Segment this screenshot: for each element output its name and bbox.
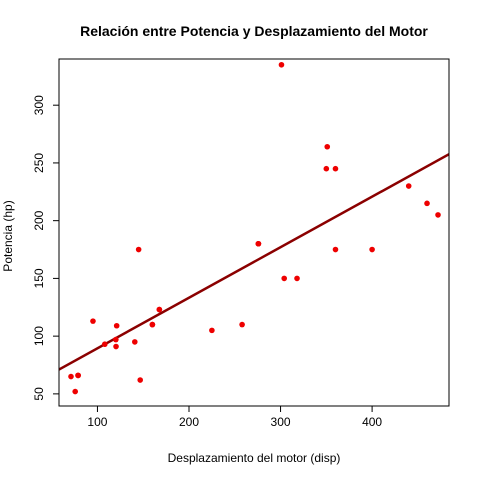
data-point xyxy=(132,339,138,345)
x-tick-label: 300 xyxy=(271,415,291,429)
x-tick-label: 200 xyxy=(179,415,199,429)
y-tick-label: 100 xyxy=(32,326,46,346)
y-tick-label: 200 xyxy=(32,210,46,230)
data-point xyxy=(239,321,245,328)
data-point xyxy=(424,200,430,207)
data-point xyxy=(278,61,285,68)
chart-title: Relación entre Potencia y Desplazamiento… xyxy=(80,23,428,39)
data-point xyxy=(281,275,288,282)
data-point xyxy=(90,318,96,324)
data-point xyxy=(294,275,300,282)
data-point xyxy=(113,343,119,350)
data-point xyxy=(332,165,339,172)
y-tick-label: 50 xyxy=(32,387,46,401)
regression-layer xyxy=(59,153,449,371)
y-tick-label: 300 xyxy=(32,95,46,115)
regression-line xyxy=(59,153,449,371)
x-tick-label: 100 xyxy=(87,415,107,429)
data-point xyxy=(135,246,142,253)
data-point xyxy=(101,341,108,348)
y-tick-label: 150 xyxy=(32,268,46,288)
data-point xyxy=(209,327,215,334)
data-point xyxy=(369,246,375,253)
plot-area xyxy=(59,61,449,395)
data-point xyxy=(113,322,120,329)
x-axis-title: Desplazamiento del motor (disp) xyxy=(168,451,341,465)
x-axis: 100 200 300 400 xyxy=(87,406,382,429)
data-point xyxy=(75,372,82,379)
y-axis-title: Potencia (hp) xyxy=(1,200,15,271)
points-layer xyxy=(68,61,441,395)
y-axis: 50 100 150 200 250 300 xyxy=(32,95,59,401)
data-point xyxy=(72,388,79,395)
data-point xyxy=(68,373,74,380)
data-point xyxy=(137,377,144,383)
data-point xyxy=(332,246,339,253)
data-point xyxy=(255,240,262,247)
y-tick-label: 250 xyxy=(32,153,46,173)
data-point xyxy=(149,321,156,328)
data-point xyxy=(113,336,119,343)
data-point xyxy=(324,143,331,150)
data-point xyxy=(156,306,163,313)
plot-frame xyxy=(58,58,450,407)
data-point xyxy=(435,212,441,218)
data-point xyxy=(405,183,412,189)
x-tick-label: 400 xyxy=(362,415,382,429)
data-point xyxy=(323,165,330,172)
